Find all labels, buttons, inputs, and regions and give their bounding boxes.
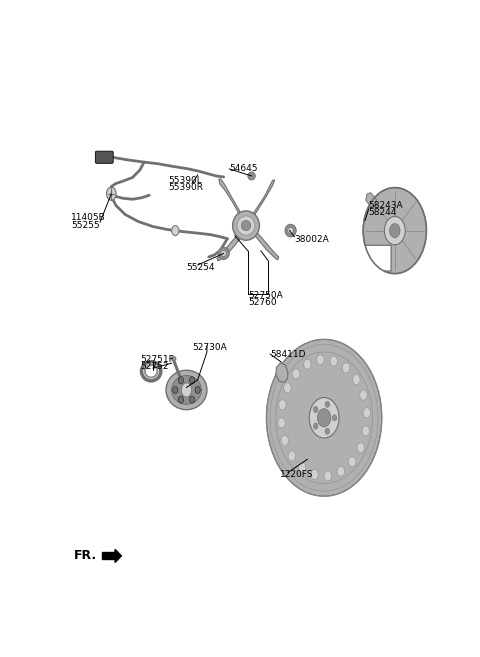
Circle shape	[304, 359, 311, 369]
Text: 58243A: 58243A	[369, 201, 403, 210]
Text: 55255: 55255	[71, 221, 100, 230]
Circle shape	[107, 187, 116, 200]
Circle shape	[178, 376, 183, 384]
Text: 52752: 52752	[140, 362, 168, 371]
Ellipse shape	[241, 221, 251, 231]
Circle shape	[332, 415, 337, 421]
Text: 38002A: 38002A	[294, 235, 329, 244]
Circle shape	[172, 225, 179, 236]
Circle shape	[353, 374, 360, 385]
Circle shape	[363, 407, 371, 418]
Text: 52730A: 52730A	[192, 344, 227, 352]
Circle shape	[325, 401, 330, 407]
Circle shape	[348, 457, 356, 466]
Circle shape	[390, 223, 400, 238]
Text: 58411D: 58411D	[270, 350, 306, 359]
Circle shape	[181, 383, 192, 397]
Polygon shape	[250, 227, 279, 260]
Text: 55254: 55254	[186, 263, 215, 271]
Ellipse shape	[218, 247, 229, 260]
Ellipse shape	[172, 376, 202, 404]
Polygon shape	[366, 193, 376, 206]
Text: 1220FS: 1220FS	[279, 470, 313, 479]
Circle shape	[266, 340, 382, 496]
Circle shape	[279, 399, 286, 410]
FancyBboxPatch shape	[96, 151, 113, 164]
Circle shape	[284, 383, 291, 393]
Polygon shape	[276, 363, 288, 382]
Circle shape	[317, 409, 331, 427]
Circle shape	[325, 428, 330, 434]
Circle shape	[337, 466, 345, 476]
Circle shape	[173, 386, 178, 394]
Circle shape	[384, 216, 405, 245]
Ellipse shape	[166, 371, 207, 410]
Text: FR.: FR.	[74, 549, 97, 562]
Polygon shape	[219, 179, 245, 223]
Circle shape	[190, 396, 195, 403]
Ellipse shape	[285, 224, 296, 237]
Circle shape	[324, 470, 332, 481]
Circle shape	[342, 363, 350, 373]
Circle shape	[330, 356, 337, 366]
Ellipse shape	[288, 227, 294, 234]
Circle shape	[299, 463, 306, 473]
Circle shape	[357, 443, 364, 453]
Circle shape	[292, 369, 300, 379]
Circle shape	[313, 423, 318, 429]
Text: 55390R: 55390R	[168, 183, 203, 192]
Text: 54645: 54645	[229, 164, 258, 173]
Circle shape	[278, 418, 285, 428]
Text: 52760: 52760	[248, 298, 276, 307]
Circle shape	[317, 355, 324, 365]
Circle shape	[195, 386, 200, 394]
Text: 52750A: 52750A	[248, 291, 283, 300]
Ellipse shape	[233, 211, 259, 240]
Circle shape	[178, 396, 183, 403]
Polygon shape	[115, 549, 121, 562]
Ellipse shape	[248, 172, 255, 180]
Text: 52751F: 52751F	[140, 355, 174, 363]
Circle shape	[190, 376, 195, 384]
Polygon shape	[217, 227, 244, 261]
Circle shape	[360, 390, 367, 400]
Ellipse shape	[221, 250, 227, 256]
Circle shape	[309, 397, 339, 438]
Circle shape	[311, 469, 318, 480]
Polygon shape	[248, 180, 275, 224]
Circle shape	[362, 426, 370, 436]
Polygon shape	[363, 188, 426, 273]
Text: 11405B: 11405B	[71, 214, 106, 223]
Circle shape	[288, 451, 296, 461]
Ellipse shape	[237, 216, 255, 235]
Polygon shape	[102, 553, 116, 560]
Circle shape	[313, 407, 318, 413]
Ellipse shape	[171, 356, 176, 361]
Text: 55390L: 55390L	[168, 175, 202, 185]
Text: 58244: 58244	[369, 208, 397, 217]
Circle shape	[281, 436, 288, 445]
